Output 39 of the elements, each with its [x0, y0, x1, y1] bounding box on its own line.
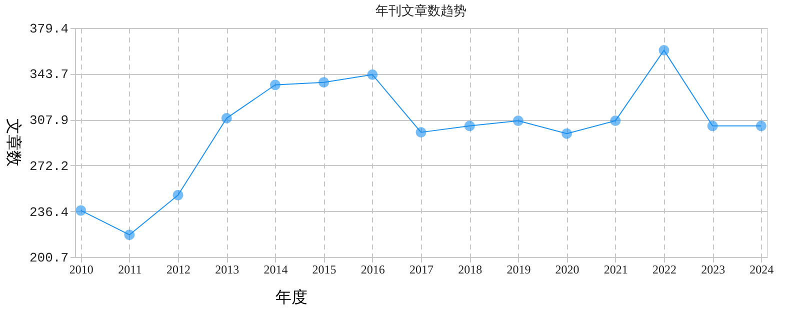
x-tick-label: 2018	[458, 262, 482, 276]
x-tick-label: 2013	[215, 262, 240, 276]
point	[367, 69, 378, 80]
x-tick-label: 2010	[69, 262, 94, 276]
x-tick-label: 2019	[506, 262, 531, 276]
point	[318, 77, 330, 88]
x-tick-label: 2022	[652, 262, 676, 276]
chart-title: 年刊文章数趋势	[376, 3, 466, 18]
y-tick-label: 379.4	[29, 22, 69, 36]
x-tick-label: 2023	[701, 262, 726, 276]
x-tick-label: 2017	[410, 262, 434, 276]
point	[416, 127, 426, 138]
x-tick-label: 2021	[604, 262, 628, 276]
y-tick-label: 236.4	[29, 204, 69, 220]
point	[270, 80, 280, 90]
point	[707, 120, 718, 132]
y-tick-label: 272.2	[29, 158, 68, 174]
point	[512, 116, 524, 126]
y-axis-title: 文章数	[4, 118, 22, 166]
y-tick-label: 307.9	[29, 113, 68, 128]
point	[756, 120, 766, 132]
point	[221, 112, 232, 124]
x-tick-label: 2020	[555, 262, 580, 276]
point	[562, 128, 572, 139]
x-tick-label: 2012	[166, 262, 191, 276]
x-axis-title: 年度	[276, 288, 308, 306]
y-tick-label: 200.7	[29, 250, 68, 266]
y-tick-label: 343.7	[29, 67, 68, 82]
point	[464, 120, 475, 132]
x-tick-label: 2015	[312, 262, 336, 276]
point	[658, 45, 670, 56]
point	[610, 116, 621, 126]
x-tick-label: 2014	[264, 262, 288, 276]
point	[76, 205, 86, 216]
point	[124, 230, 135, 240]
x-tick-label: 2024	[750, 262, 774, 276]
point	[172, 190, 184, 200]
x-tick-label: 2016	[360, 262, 385, 276]
x-tick-label: 2011	[118, 262, 142, 276]
